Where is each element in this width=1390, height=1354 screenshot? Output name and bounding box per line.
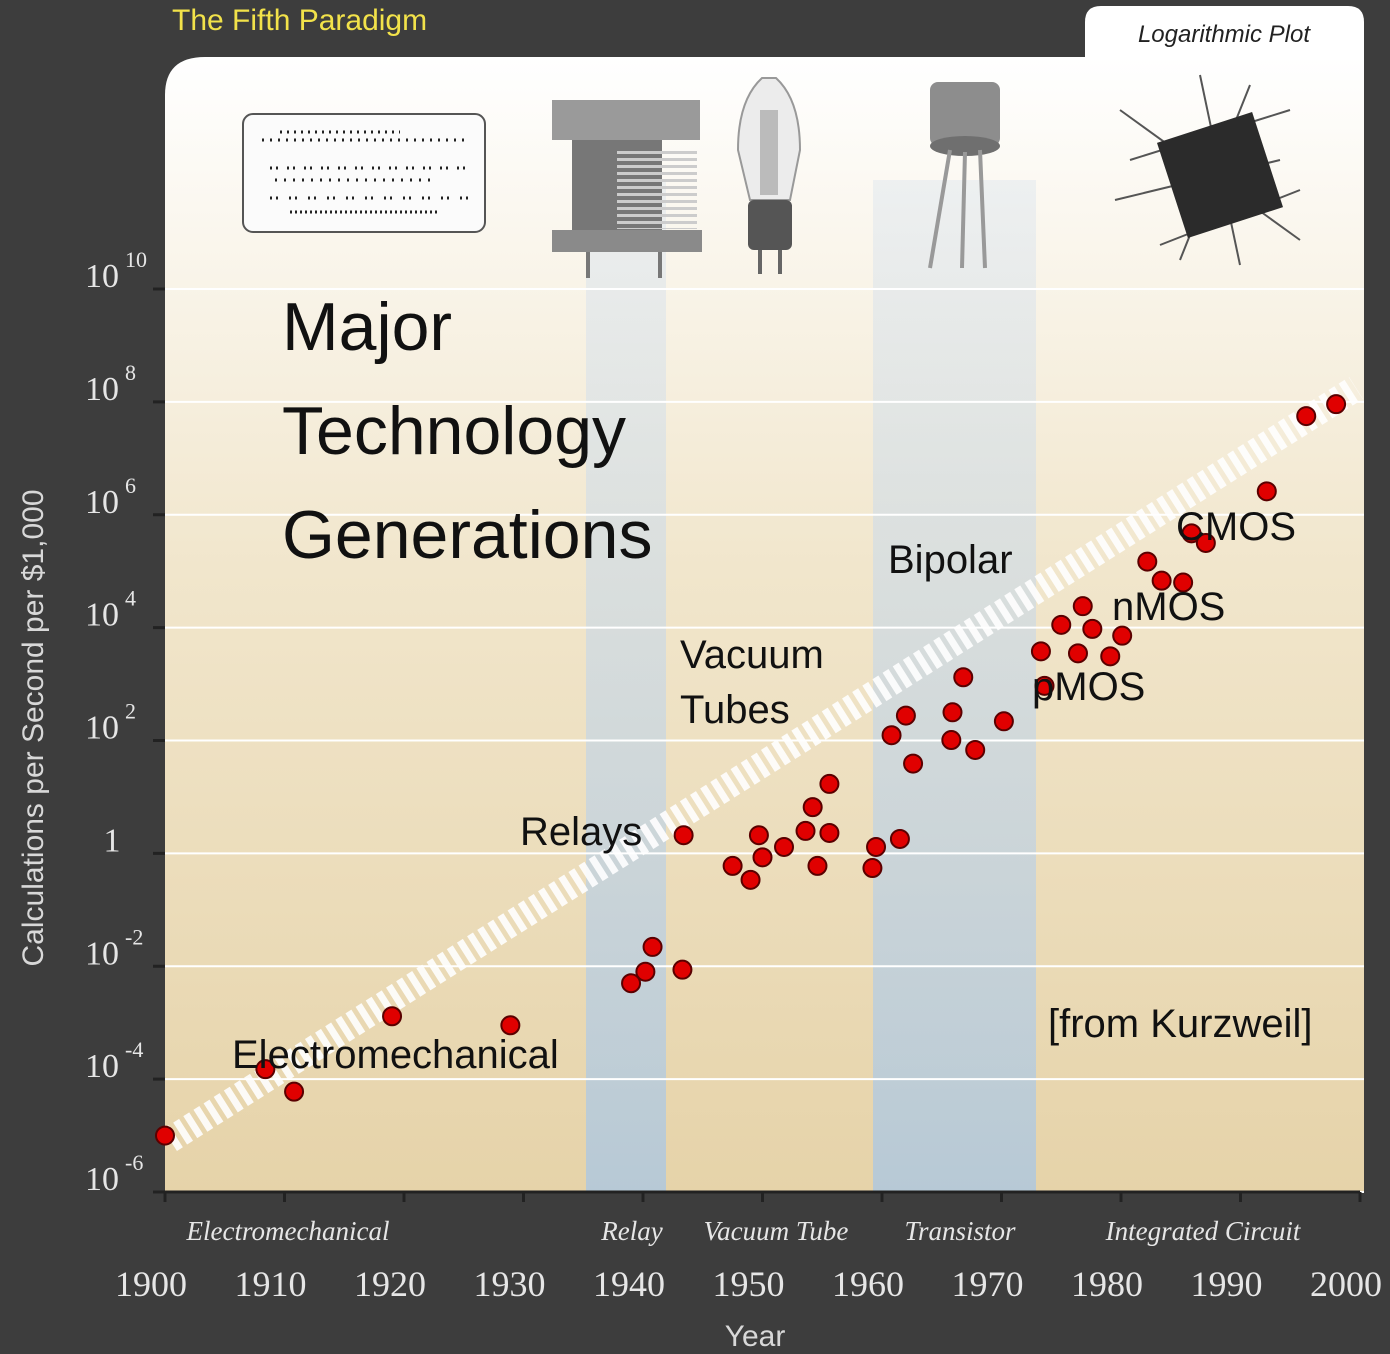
data-point (501, 1016, 519, 1034)
x-tick-label: 1950 (713, 1264, 785, 1304)
headline: Generations (282, 497, 652, 573)
data-point (1074, 597, 1092, 615)
data-point (954, 668, 972, 686)
chart-title: The Fifth Paradigm (172, 4, 427, 37)
data-point (673, 961, 691, 979)
data-point (944, 703, 962, 721)
data-point (750, 826, 768, 844)
data-point (942, 731, 960, 749)
data-point (891, 830, 909, 848)
punch-card-icon (243, 114, 485, 232)
data-point (904, 755, 922, 773)
x-axis-title: Year (725, 1320, 786, 1353)
data-point (775, 838, 793, 856)
y-tick-exponent: 6 (125, 473, 136, 498)
y-tick-label: 10 (85, 597, 119, 634)
data-point (1083, 620, 1101, 638)
data-point (863, 859, 881, 877)
y-tick-exponent: -4 (125, 1037, 143, 1062)
annotation: nMOS (1112, 585, 1225, 629)
data-point (966, 741, 984, 759)
x-tick-label: 1930 (474, 1264, 546, 1304)
annotation: [from Kurzweil] (1048, 1002, 1313, 1046)
y-axis-title: Calculations per Second per $1,000 (17, 490, 50, 967)
annotation: Tubes (680, 688, 790, 732)
data-point (1052, 616, 1070, 634)
y-tick-exponent: -2 (125, 924, 143, 949)
data-point (1101, 647, 1119, 665)
y-tick-label: 10 (85, 935, 119, 972)
era-label: Electromechanical (186, 1216, 390, 1246)
y-tick-exponent: 2 (125, 699, 136, 724)
data-point (1032, 642, 1050, 660)
data-point (995, 712, 1013, 730)
y-tick-label: 1 (104, 822, 121, 859)
era-label: Transistor (904, 1216, 1016, 1246)
era-label: Integrated Circuit (1105, 1216, 1302, 1246)
data-point (1258, 482, 1276, 500)
y-tick-label: 10 (85, 1048, 119, 1085)
data-point (383, 1007, 401, 1025)
y-tick-exponent: 10 (125, 247, 147, 272)
era-label: Relay (600, 1216, 662, 1246)
data-point (897, 707, 915, 725)
data-point (883, 726, 901, 744)
annotation: Relays (520, 810, 642, 854)
x-tick-label: 1980 (1071, 1264, 1143, 1304)
data-point (1327, 395, 1345, 413)
x-tick-label: 2000 (1310, 1264, 1382, 1304)
relay-icon (552, 100, 702, 278)
y-tick-label: 10 (85, 258, 119, 295)
headline: Major (282, 289, 452, 365)
y-tick-label: 10 (85, 484, 119, 521)
data-point (675, 826, 693, 844)
data-point (156, 1127, 174, 1145)
data-point (636, 963, 654, 981)
annotation: CMOS (1176, 505, 1296, 549)
headline: Technology (282, 393, 626, 469)
data-point (644, 938, 662, 956)
data-point (742, 871, 760, 889)
x-tick-label: 1900 (115, 1264, 187, 1304)
chart: The Fifth Paradigm Logarithmic Plot (0, 0, 1390, 1354)
x-tick-label: 1910 (235, 1264, 307, 1304)
y-tick-label: 10 (85, 371, 119, 408)
annotation: Vacuum (680, 633, 824, 677)
x-tick-label: 1920 (354, 1264, 426, 1304)
data-point (808, 857, 826, 875)
data-point (797, 822, 815, 840)
x-tick-label: 1970 (952, 1264, 1024, 1304)
page: The Fifth Paradigm Logarithmic Plot (0, 0, 1390, 1354)
data-point (754, 848, 772, 866)
data-point (285, 1083, 303, 1101)
data-point (1297, 407, 1315, 425)
y-tick-exponent: 8 (125, 360, 136, 385)
data-point (1069, 644, 1087, 662)
y-tick-label: 10 (85, 1161, 119, 1198)
annotation: Bipolar (888, 538, 1013, 582)
x-tick-label: 1960 (832, 1264, 904, 1304)
era-band (586, 180, 666, 1192)
data-point (1138, 553, 1156, 571)
y-tick-label: 10 (85, 710, 119, 747)
y-tick-exponent: 4 (125, 586, 136, 611)
x-tick-label: 1990 (1191, 1264, 1263, 1304)
data-point (804, 798, 822, 816)
data-point (724, 857, 742, 875)
data-point (820, 824, 838, 842)
era-label: Vacuum Tube (704, 1216, 849, 1246)
y-tick-exponent: -6 (125, 1150, 143, 1175)
annotation: pMOS (1032, 665, 1145, 709)
data-point (1113, 627, 1131, 645)
x-tick-label: 1940 (593, 1264, 665, 1304)
data-point (820, 775, 838, 793)
data-point (867, 838, 885, 856)
chart-subtitle: Logarithmic Plot (1138, 21, 1311, 48)
annotation: Electromechanical (232, 1033, 559, 1077)
